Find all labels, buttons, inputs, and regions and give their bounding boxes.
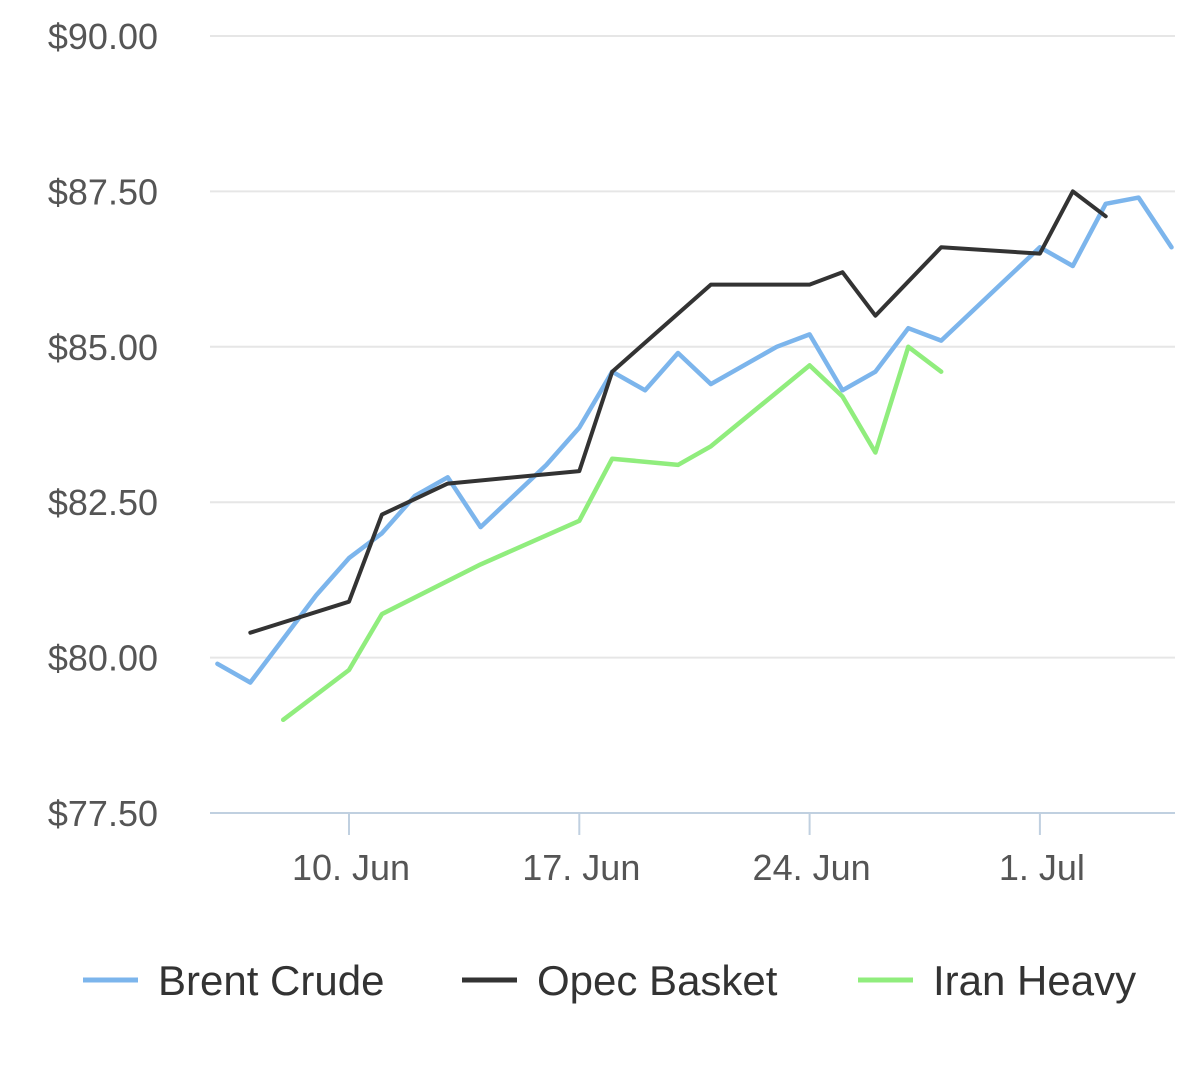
- legend-label: Iran Heavy: [933, 957, 1136, 1004]
- legend[interactable]: Brent Crude Opec Basket Iran Heavy: [83, 957, 1136, 1004]
- series-lines: [215, 189, 1174, 723]
- y-tick-label: $80.00: [48, 638, 158, 679]
- y-tick-label: $90.00: [48, 16, 158, 57]
- legend-label: Opec Basket: [537, 957, 778, 1004]
- y-gridlines: [210, 35, 1175, 659]
- x-axis: [210, 812, 1175, 835]
- x-tick-label: 10. Jun: [292, 847, 410, 888]
- legend-item-brent-crude[interactable]: Brent Crude: [83, 957, 384, 1004]
- y-axis-labels: $90.00 $87.50 $85.00 $82.50 $80.00 $77.50: [48, 16, 158, 834]
- y-tick-label: $85.00: [48, 327, 158, 368]
- y-tick-label: $82.50: [48, 482, 158, 523]
- series-line-iran-heavy: [280, 344, 944, 723]
- legend-item-opec-basket[interactable]: Opec Basket: [462, 957, 778, 1004]
- y-tick-label: $87.50: [48, 171, 158, 212]
- series-line-opec-basket: [248, 189, 1108, 635]
- x-tick-label: 1. Jul: [999, 847, 1085, 888]
- x-tick-label: 17. Jun: [522, 847, 640, 888]
- series-line-brent-crude: [215, 195, 1174, 685]
- legend-item-iran-heavy[interactable]: Iran Heavy: [858, 957, 1136, 1004]
- legend-label: Brent Crude: [158, 957, 384, 1004]
- x-tick-label: 24. Jun: [753, 847, 871, 888]
- x-axis-labels: 10. Jun 17. Jun 24. Jun 1. Jul: [292, 847, 1085, 888]
- y-tick-label: $77.50: [48, 793, 158, 834]
